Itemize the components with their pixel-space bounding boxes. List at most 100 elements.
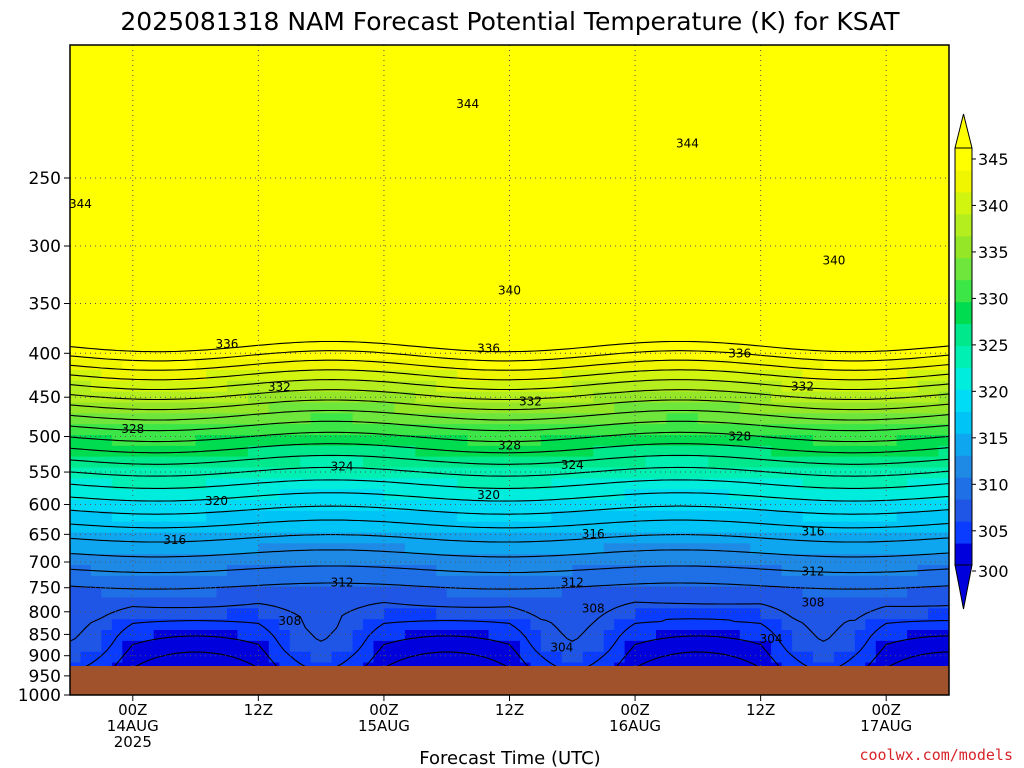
band-cell xyxy=(823,229,835,241)
band-cell xyxy=(656,424,668,436)
band-cell xyxy=(718,55,730,68)
band-cell xyxy=(467,456,479,469)
band-cell xyxy=(310,185,322,198)
band-cell xyxy=(206,575,218,588)
band-cell xyxy=(111,305,123,317)
band-cell xyxy=(331,326,343,339)
band-cell xyxy=(237,185,249,198)
band-cell xyxy=(739,153,751,165)
band-cell xyxy=(237,565,249,577)
band-cell xyxy=(907,500,919,512)
band-cell xyxy=(153,651,165,664)
band-cell xyxy=(781,45,793,57)
band-cell xyxy=(509,445,521,458)
band-cell xyxy=(363,380,375,393)
band-cell xyxy=(582,445,594,458)
band-cell xyxy=(540,261,552,274)
band-cell xyxy=(404,586,416,599)
band-cell xyxy=(896,413,908,425)
band-cell xyxy=(164,45,176,57)
band-cell xyxy=(404,142,416,154)
band-cell xyxy=(247,467,259,479)
band-cell xyxy=(687,207,699,219)
band-cell xyxy=(687,359,699,371)
band-cell xyxy=(90,272,102,284)
band-cell xyxy=(697,337,709,349)
band-cell xyxy=(363,55,375,68)
band-cell xyxy=(279,196,291,209)
band-cell xyxy=(656,240,668,252)
band-cell xyxy=(153,565,165,577)
band-cell xyxy=(509,435,521,447)
band-cell xyxy=(467,272,479,284)
band-cell xyxy=(363,185,375,198)
band-cell xyxy=(70,435,82,447)
band-cell xyxy=(771,467,783,479)
band-cell xyxy=(676,207,688,219)
band-cell xyxy=(90,651,102,664)
band-cell xyxy=(342,575,354,588)
band-cell xyxy=(404,348,416,360)
band-cell xyxy=(226,261,239,274)
band-cell xyxy=(289,510,301,523)
band-cell xyxy=(164,597,176,609)
band-cell xyxy=(310,142,322,154)
band-cell xyxy=(896,272,908,284)
band-cell xyxy=(739,305,751,317)
band-cell xyxy=(614,597,626,609)
band-cell xyxy=(802,110,814,122)
band-cell xyxy=(457,240,469,252)
band-cell xyxy=(812,326,825,339)
band-cell xyxy=(394,651,406,664)
band-cell xyxy=(321,597,333,609)
band-cell xyxy=(582,456,594,469)
band-cell xyxy=(237,651,249,664)
band-cell xyxy=(896,435,908,447)
band-cell xyxy=(247,250,259,263)
band-cell xyxy=(614,543,626,555)
band-cell xyxy=(572,391,584,404)
band-cell xyxy=(886,640,898,653)
band-cell xyxy=(645,229,657,241)
band-cell xyxy=(216,424,228,436)
band-cell xyxy=(729,630,741,642)
band-cell xyxy=(164,142,176,154)
band-cell xyxy=(865,88,877,100)
band-cell xyxy=(467,283,479,295)
band-cell xyxy=(865,326,877,339)
band-cell xyxy=(844,240,856,252)
band-cell xyxy=(467,315,479,328)
band-cell xyxy=(383,88,395,100)
band-cell xyxy=(467,489,479,501)
band-cell xyxy=(268,445,280,458)
band-cell xyxy=(624,619,636,631)
band-cell xyxy=(614,521,626,534)
band-cell xyxy=(687,229,699,241)
band-cell xyxy=(174,218,186,230)
band-cell xyxy=(614,380,626,393)
band-cell xyxy=(792,435,804,447)
band-cell xyxy=(268,294,280,306)
band-cell xyxy=(258,565,270,577)
band-cell xyxy=(875,467,887,479)
band-cell xyxy=(425,413,437,425)
band-cell xyxy=(844,283,856,295)
band-cell xyxy=(404,294,416,306)
band-cell xyxy=(80,489,92,501)
band-cell xyxy=(645,348,657,360)
band-cell xyxy=(174,597,186,609)
band-cell xyxy=(896,359,908,371)
band-cell xyxy=(907,294,919,306)
band-cell xyxy=(624,185,636,198)
band-cell xyxy=(666,120,678,133)
band-cell xyxy=(478,55,490,68)
band-cell xyxy=(676,337,688,349)
band-cell xyxy=(415,326,427,339)
band-cell xyxy=(101,575,113,588)
band-cell xyxy=(760,435,772,447)
band-cell xyxy=(247,435,259,447)
band-cell xyxy=(331,380,343,393)
band-cell xyxy=(478,630,490,642)
band-cell xyxy=(645,142,657,154)
band-cell xyxy=(833,380,845,393)
